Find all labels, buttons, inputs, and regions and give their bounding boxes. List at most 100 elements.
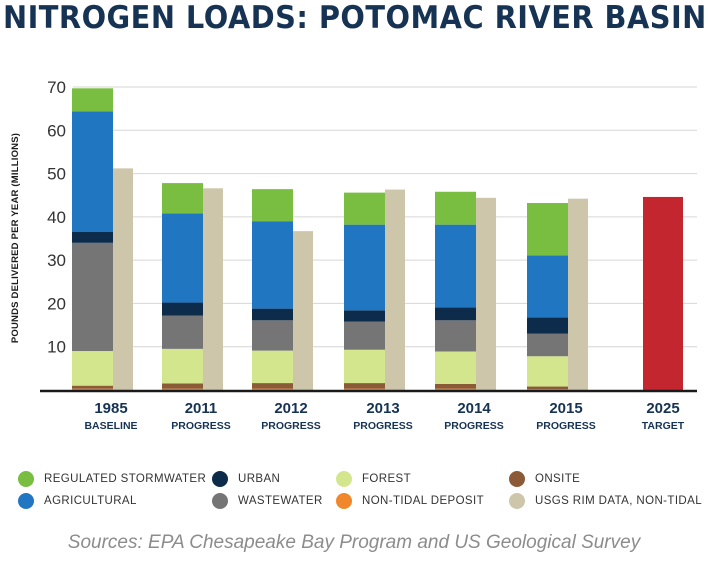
- bar-segment-agricultural: [435, 224, 476, 308]
- bar-segment-wastewater: [252, 320, 293, 351]
- y-axis-label: POUNDS DELIVERED PER YEAR (MILLIONS): [10, 133, 21, 343]
- y-tick-label: 70: [47, 78, 66, 97]
- bar-segment-wastewater: [527, 333, 568, 357]
- legend-swatch: [509, 471, 525, 487]
- bar-segment-wastewater: [344, 321, 385, 350]
- legend-item-usgs-rim-data: USGS RIM DATA, NON-TIDAL: [509, 493, 702, 509]
- bars: [72, 88, 683, 390]
- x-tick-label: PROGRESS: [261, 420, 321, 432]
- legend-label: REGULATED STORMWATER: [44, 473, 207, 485]
- source-note: Sources: EPA Chesapeake Bay Program and …: [67, 532, 641, 553]
- bar-segment-urban: [344, 310, 385, 322]
- bar-segment-regulated-stormwater: [344, 192, 385, 225]
- bar-segment-wastewater: [435, 320, 476, 352]
- bar-segment-forest: [435, 351, 476, 384]
- legend-swatch: [212, 471, 228, 487]
- bar-segment-agricultural: [527, 255, 568, 318]
- y-tick-label: 50: [47, 165, 66, 184]
- x-tick-label: PROGRESS: [444, 420, 504, 432]
- bar-segment-agricultural: [162, 213, 203, 303]
- bar-segment-forest: [162, 348, 203, 384]
- y-tick-label: 40: [47, 208, 66, 227]
- legend-label: ONSITE: [535, 473, 581, 485]
- bar-usgs-rim-data: [113, 168, 133, 390]
- legend-item-non-tidal-deposit: NON-TIDAL DEPOSIT: [336, 493, 484, 509]
- y-tick-label: 60: [47, 121, 66, 140]
- y-tick-label: 10: [47, 338, 66, 357]
- legend-swatch: [336, 471, 352, 487]
- bar-segment-onsite: [344, 383, 385, 389]
- legend-label: FOREST: [362, 473, 412, 485]
- bar-segment-regulated-stormwater: [527, 203, 568, 256]
- bar-2025-target: [643, 196, 683, 390]
- axes: 10 20 30 40 50 60 70 1985 BASELINE 2011 PROGRESS 20…: [40, 78, 697, 432]
- bar-segment-onsite: [252, 383, 293, 389]
- legend-label: URBAN: [238, 473, 281, 485]
- bar-segment-onsite: [162, 383, 203, 389]
- bar-segment-urban: [162, 302, 203, 316]
- bar-segment-forest: [344, 349, 385, 384]
- chart: 10 20 30 40 50 60 70 1985 BASELINE 2011 PROGRESS 20…: [10, 78, 697, 432]
- x-tick-label: PROGRESS: [536, 420, 596, 432]
- bar-usgs-rim-data: [568, 198, 588, 390]
- legend-label: WASTEWATER: [238, 495, 323, 507]
- y-tick-label: 30: [47, 251, 66, 270]
- legend-swatch: [509, 493, 525, 509]
- bar-segment-forest: [72, 351, 113, 386]
- bar-usgs-rim-data: [476, 197, 496, 390]
- bar-segment-non-tidal-deposit: [252, 388, 293, 390]
- legend-item-urban: URBAN: [212, 471, 280, 487]
- bar-segment-onsite: [72, 385, 113, 389]
- bar-segment-non-tidal-deposit: [72, 388, 113, 390]
- bar-segment-regulated-stormwater: [435, 191, 476, 225]
- bar-segment-urban: [252, 308, 293, 321]
- bar-segment-regulated-stormwater: [72, 88, 113, 112]
- bar-segment-urban: [72, 232, 113, 243]
- x-tick-year: 2025: [646, 400, 679, 417]
- x-tick-year: 1985: [94, 400, 127, 417]
- legend-item-wastewater: WASTEWATER: [212, 493, 323, 509]
- bar-segment-onsite: [527, 386, 568, 390]
- bar-segment-wastewater: [72, 242, 113, 352]
- bar-segment-forest: [252, 350, 293, 384]
- bar-segment-forest: [527, 356, 568, 387]
- legend-swatch: [18, 471, 34, 487]
- bar-segment-wastewater: [162, 315, 203, 349]
- x-tick-label: BASELINE: [84, 420, 137, 432]
- bar-segment-agricultural: [72, 111, 113, 233]
- bar-usgs-rim-data: [293, 231, 313, 390]
- x-tick-year: 2011: [185, 400, 218, 417]
- x-tick-year: 2014: [457, 400, 491, 417]
- bar-segment-onsite: [435, 383, 476, 389]
- legend-label: AGRICULTURAL: [44, 495, 137, 507]
- bar-usgs-rim-data: [203, 188, 223, 390]
- bar-segment-non-tidal-deposit: [435, 388, 476, 390]
- x-tick-label: PROGRESS: [353, 420, 413, 432]
- x-tick-label: TARGET: [642, 420, 685, 432]
- legend-swatch: [18, 493, 34, 509]
- bar-segment-urban: [435, 307, 476, 321]
- legend-item-regulated-stormwater: REGULATED STORMWATER: [18, 471, 206, 487]
- legend-swatch: [336, 493, 352, 509]
- x-tick-year: 2012: [274, 400, 307, 417]
- legend-swatch: [212, 493, 228, 509]
- y-tick-label: 20: [47, 294, 66, 313]
- bar-segment-agricultural: [252, 221, 293, 309]
- legend-label: USGS RIM DATA, NON-TIDAL: [535, 495, 702, 507]
- bar-segment-regulated-stormwater: [162, 183, 203, 214]
- bar-segment-urban: [527, 317, 568, 334]
- legend-item-agricultural: AGRICULTURAL: [18, 493, 137, 509]
- bar-usgs-rim-data: [385, 189, 405, 390]
- x-tick-label: PROGRESS: [171, 420, 231, 432]
- legend-item-forest: FOREST: [336, 471, 411, 487]
- legend-item-onsite: ONSITE: [509, 471, 580, 487]
- bar-segment-regulated-stormwater: [252, 189, 293, 222]
- chart-title: NITROGEN LOADS: POTOMAC RIVER BASIN: [3, 0, 707, 36]
- bar-segment-non-tidal-deposit: [162, 388, 203, 390]
- x-tick-year: 2013: [366, 400, 399, 417]
- bar-segment-non-tidal-deposit: [344, 388, 385, 390]
- legend-label: NON-TIDAL DEPOSIT: [362, 495, 485, 507]
- bar-segment-agricultural: [344, 224, 385, 311]
- bar-segment-non-tidal-deposit: [527, 389, 568, 390]
- x-tick-year: 2015: [549, 400, 582, 417]
